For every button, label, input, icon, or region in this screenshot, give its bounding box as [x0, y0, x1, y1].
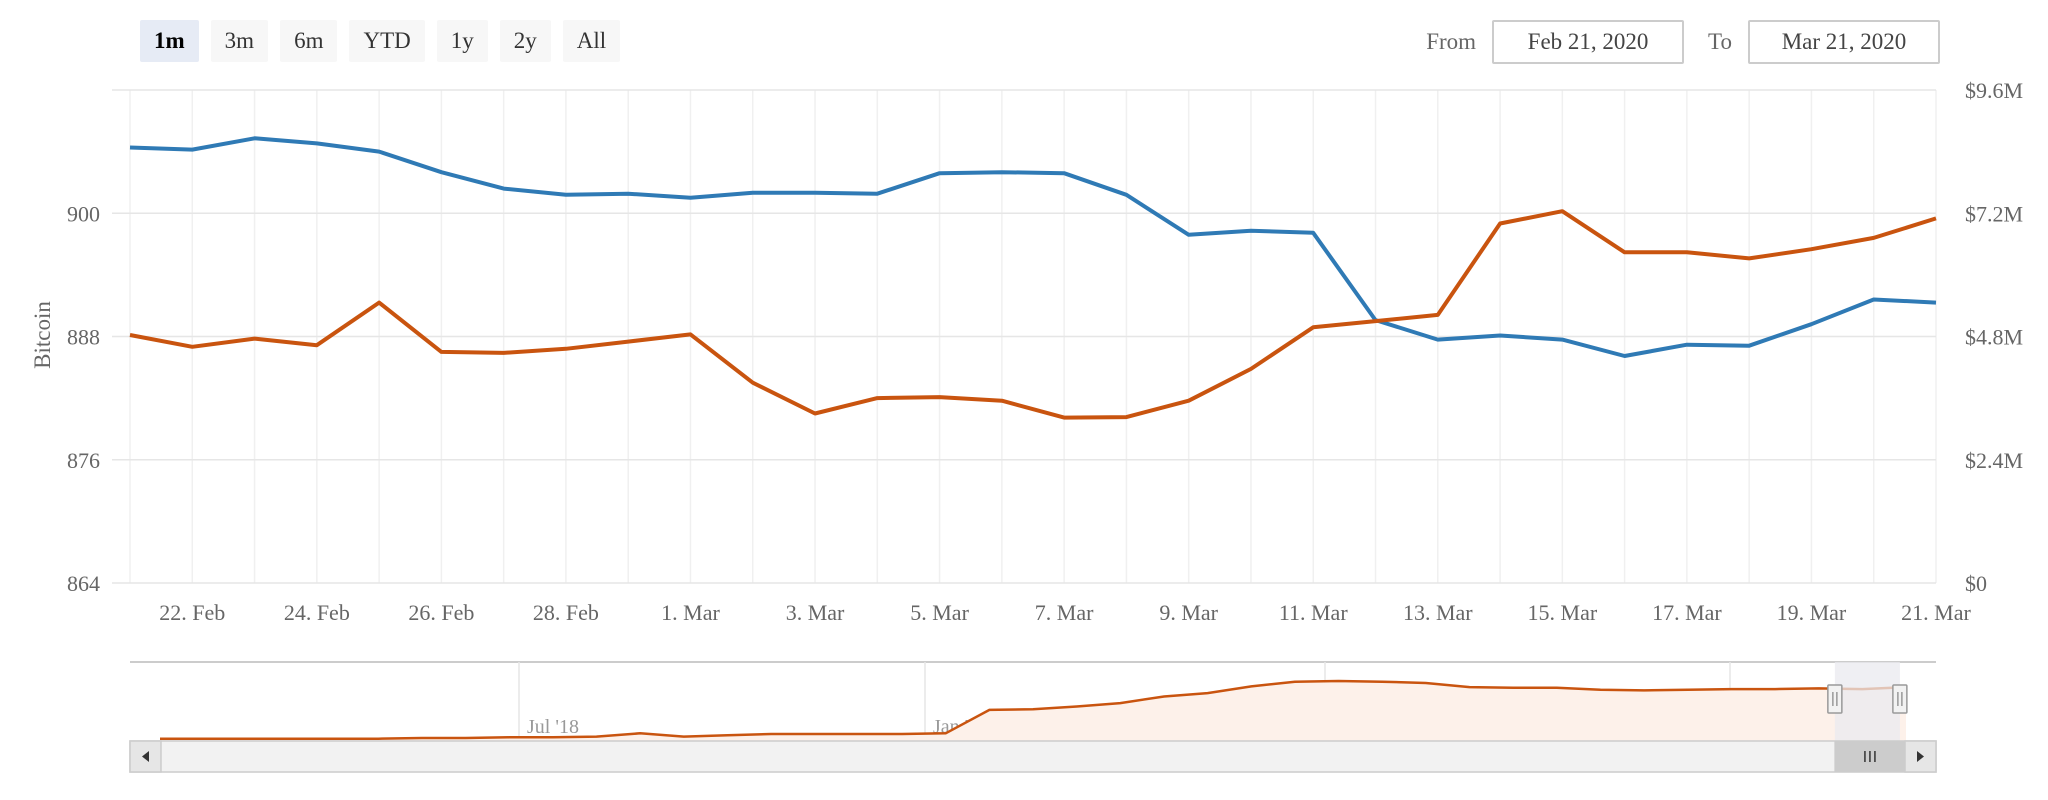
left-axis-ticks: 864 876 888 900 [67, 201, 100, 596]
navigator-left-handle[interactable] [1827, 684, 1843, 714]
range-ytd-button[interactable]: YTD [349, 20, 425, 62]
x-axis-tick-label: 15. Mar [1528, 600, 1598, 625]
range-6m-button[interactable]: 6m [280, 20, 338, 62]
scrollbar[interactable] [129, 740, 1937, 773]
right-axis-tick-label: $2.4M [1965, 448, 2023, 473]
navigator-series-line [160, 679, 1907, 740]
to-date-input[interactable]: Mar 21, 2020 [1748, 20, 1940, 64]
x-axis-tick-label: 22. Feb [159, 600, 225, 625]
right-axis-tick-label: $4.8M [1965, 325, 2023, 350]
scrollbar-track[interactable] [129, 740, 1937, 773]
scroll-right-button[interactable] [1904, 740, 1937, 773]
right-axis-tick-label: $9.6M [1965, 78, 2023, 103]
left-axis-tick-label: 888 [67, 325, 100, 350]
series-layer[interactable] [129, 136, 1937, 420]
x-axis-tick-label: 26. Feb [408, 600, 474, 625]
date-range-inputs: From Feb 21, 2020 To Mar 21, 2020 [1426, 20, 1940, 64]
x-axis-ticks: 22. Feb 24. Feb 26. Feb 28. Feb 1. Mar 3. Mar… [159, 600, 1971, 625]
range-all-button[interactable]: All [562, 20, 621, 62]
scroll-left-arrow-icon [142, 751, 149, 762]
right-axis-tick-label: $7.2M [1965, 201, 2023, 226]
x-axis-tick-label: 5. Mar [910, 600, 969, 625]
right-axis-ticks: $0 $2.4M $4.8M $7.2M $9.6M [1965, 78, 2023, 596]
chart-grid [112, 89, 1937, 584]
range-2y-button[interactable]: 2y [499, 20, 551, 62]
from-label: From [1426, 29, 1477, 54]
range-1y-button[interactable]: 1y [436, 20, 488, 62]
navigator-right-handle[interactable] [1892, 684, 1908, 714]
right-axis-tick-label: $0 [1965, 571, 1987, 596]
x-axis-tick-label: 1. Mar [661, 600, 720, 625]
range-1m-button[interactable]: 1m [140, 20, 199, 62]
scroll-left-button[interactable] [129, 740, 162, 773]
bitcoin-series-line[interactable] [129, 136, 1937, 358]
x-axis-tick-label: 21. Mar [1901, 600, 1971, 625]
to-label: To [1708, 29, 1732, 54]
left-axis-tick-label: 900 [67, 201, 100, 226]
navigator-selection-mask[interactable] [1834, 662, 1900, 741]
x-axis-tick-label: 3. Mar [786, 600, 845, 625]
navigator-axis-label: Jul '18 [527, 716, 579, 738]
x-axis-tick-label: 11. Mar [1279, 600, 1349, 625]
x-axis-tick-label: 7. Mar [1035, 600, 1094, 625]
x-axis-tick-label: 24. Feb [284, 600, 350, 625]
range-3m-button[interactable]: 3m [210, 20, 269, 62]
scroll-right-arrow-icon [1917, 751, 1924, 762]
value-series-line[interactable] [129, 209, 1937, 420]
left-axis-tick-label: 864 [67, 571, 100, 596]
x-axis-tick-label: 17. Mar [1652, 600, 1722, 625]
from-date-input[interactable]: Feb 21, 2020 [1492, 20, 1685, 64]
handle-body[interactable] [1892, 684, 1908, 714]
range-selector: 1m 3m 6m YTD 1y 2y All [140, 20, 632, 64]
navigator-area [160, 681, 1906, 741]
x-axis-tick-label: 28. Feb [533, 600, 599, 625]
x-axis-tick-label: 19. Mar [1777, 600, 1847, 625]
left-axis-title: Bitcoin [30, 301, 55, 369]
left-axis-tick-label: 876 [67, 448, 100, 473]
navigator[interactable]: Jul '18Jan '19Jul '19Jan '20 [130, 661, 1936, 741]
x-axis-tick-label: 13. Mar [1403, 600, 1473, 625]
handle-body[interactable] [1827, 684, 1843, 714]
x-axis-tick-label: 9. Mar [1159, 600, 1218, 625]
